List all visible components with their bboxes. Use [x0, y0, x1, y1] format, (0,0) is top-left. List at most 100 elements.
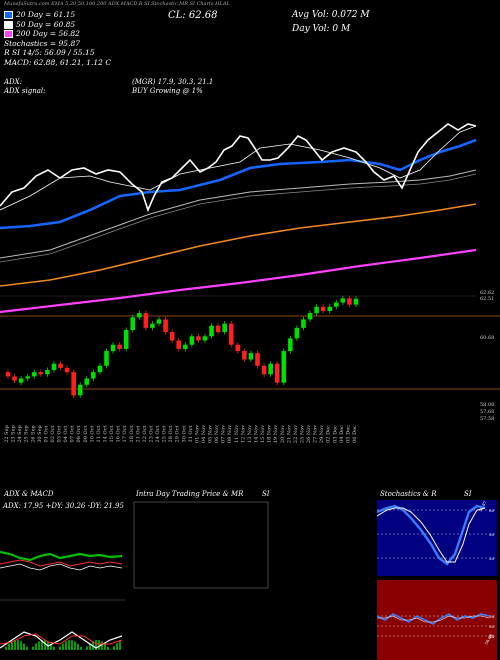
macd-histogram-bar: [71, 640, 73, 650]
candle: [84, 378, 90, 385]
ema200-line: [0, 248, 477, 314]
macd-histogram-bar: [41, 640, 43, 650]
macd-histogram-bar: [98, 640, 100, 650]
date-label: 12 Nov: [240, 425, 246, 443]
candle: [274, 363, 280, 383]
close-price-line: [0, 123, 477, 213]
close-label: CL: 62.68: [168, 10, 218, 21]
candle: [64, 367, 70, 373]
candle: [182, 344, 188, 349]
date-label: 18 Nov: [267, 425, 273, 443]
candle: [110, 344, 116, 352]
macd-histogram-bar: [8, 643, 10, 650]
rsi-level-label: 50: [489, 624, 495, 629]
candle: [288, 338, 293, 352]
macd-histogram-bar: [44, 640, 46, 650]
header-line-text: 20 Day = 61.15: [16, 10, 76, 19]
date-label: 11 Oct: [96, 426, 102, 443]
candle: [137, 313, 142, 318]
macd-histogram-bar: [17, 640, 19, 650]
date-label: 02 Oct: [50, 426, 56, 443]
date-label: 01 Oct: [43, 426, 49, 443]
date-label: 29 Nov: [319, 425, 325, 443]
top-strip: MunafaSutra.com EMA 5,20,50,100,200 ADX,…: [4, 1, 230, 7]
avg-vol-label: Avg Vol: 0.072 M: [292, 10, 370, 20]
macd-histogram-bar: [116, 643, 118, 650]
date-label: 16 Oct: [116, 426, 122, 443]
candle: [25, 376, 30, 379]
date-label: 20 Nov: [280, 425, 286, 443]
ema50-line: [0, 169, 477, 259]
candle: [248, 353, 254, 360]
adx-green-line: [0, 550, 123, 562]
date-label: 22 Sep: [4, 425, 10, 443]
macd-histogram-bar: [65, 641, 67, 650]
candle: [196, 336, 201, 341]
header-lines: 20 Day = 61.15 50 Day = 60.85 200 Day = 56…: [4, 10, 204, 67]
legend-marker: [4, 30, 13, 38]
date-label: 31 Oct: [188, 426, 194, 443]
price-level-label: 57.68: [480, 409, 494, 415]
date-label: 05 Nov: [208, 425, 214, 443]
main-price-chart: 22 Sep 23 Sep 24 Sep 25 Sep 26 Sep 30 Sep 01 O…: [0, 123, 500, 443]
candle: [340, 298, 346, 303]
macd-histogram-bar: [101, 641, 103, 650]
day-vol-label: Day Vol: 0 M: [292, 24, 351, 34]
stoch-panel-title-suffix: SI: [464, 490, 472, 498]
rsi-corner-value: 56.09: [484, 633, 494, 646]
macd-histogram-bar: [119, 641, 121, 650]
date-label: 15 Nov: [260, 425, 266, 443]
macd-histogram-bar: [74, 641, 76, 650]
macd-histogram-bar: [77, 643, 79, 650]
header-line-text: Stochastics = 95.87: [4, 38, 81, 48]
rsi-level-label: 44: [489, 634, 495, 639]
rsi-signal-line: [377, 615, 490, 623]
header-line: 50 Day = 60.85: [4, 20, 204, 30]
macd-histogram-bar: [107, 646, 109, 650]
macd-histogram-bar: [32, 646, 34, 650]
adx-macd-panel: ADX: 17.95 +DY: 30.26 -DY: 21.95: [0, 500, 125, 660]
date-label: 24 Oct: [155, 426, 161, 443]
macd-histogram-bar: [14, 640, 16, 650]
date-label: 05 Dec: [345, 425, 351, 443]
candle: [169, 332, 175, 341]
macd-histogram-bar: [59, 646, 61, 650]
price-level-label: 58.08: [480, 402, 494, 408]
date-label: 26 Sep: [30, 425, 36, 443]
header-line-text: 200 Day = 56.82: [16, 29, 80, 38]
stoch-level-label: 80: [489, 508, 495, 513]
candle: [51, 363, 57, 371]
macd-histogram-bar: [5, 646, 7, 650]
macd-histogram-bar: [95, 640, 97, 650]
candle: [320, 306, 326, 311]
candle: [202, 336, 208, 341]
date-label: 25 Oct: [162, 426, 168, 443]
legend-marker: [4, 20, 13, 29]
adx-signal-label: ADX signal:: [4, 87, 46, 95]
stoch-panel-title: Stochastics & R: [380, 490, 437, 498]
candle: [242, 351, 247, 360]
intraday-panel-title-suffix: SI: [262, 490, 270, 498]
macd-histogram-bar: [35, 643, 37, 650]
macd-histogram-bar: [20, 641, 22, 650]
header-line-text: R SI 14/5: 56.09 / 55.15: [4, 48, 95, 57]
adx-summary: ADX: 17.95 +DY: 30.26 -DY: 21.95: [2, 502, 124, 510]
candle: [12, 376, 17, 381]
ema50-line-b: [0, 173, 477, 263]
candle: [143, 313, 149, 328]
price-level-label: 57.58: [480, 416, 494, 422]
legend-marker: [4, 11, 13, 19]
candle: [281, 351, 287, 383]
price-level-label: 60.68: [480, 335, 494, 341]
date-label: 22 Oct: [142, 426, 148, 443]
macd-histogram-bar: [68, 640, 70, 650]
adx-red-line: [0, 559, 123, 567]
candle: [45, 370, 50, 375]
candle: [347, 298, 352, 305]
header-line-text: 50 Day = 60.85: [16, 19, 76, 29]
date-label: 01 Nov: [194, 425, 200, 443]
candle: [104, 351, 109, 366]
candle: [222, 323, 227, 333]
macd-histogram-bar: [38, 641, 40, 650]
